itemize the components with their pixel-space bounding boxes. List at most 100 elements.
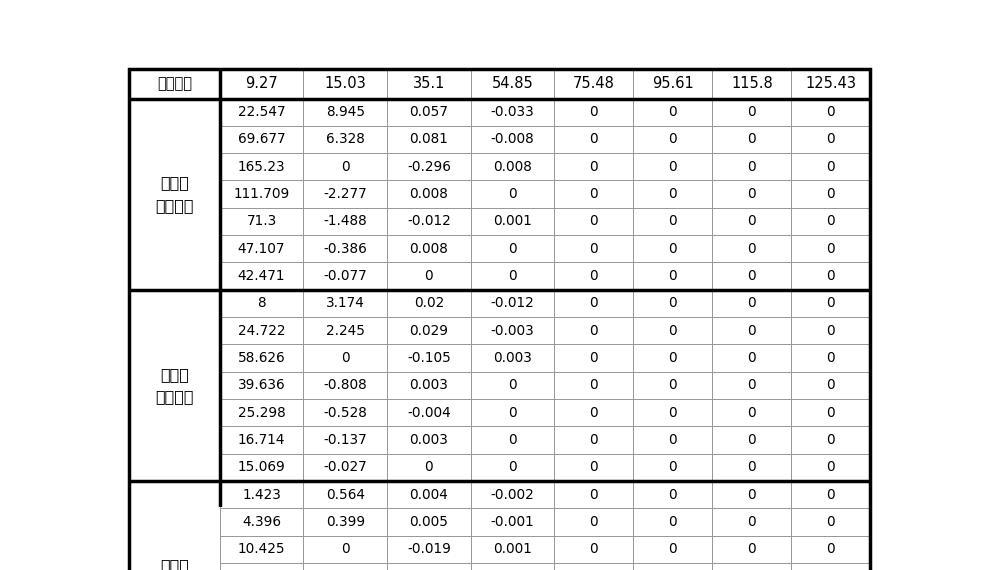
Text: 15.03: 15.03: [324, 76, 366, 91]
Text: 16.714: 16.714: [238, 433, 285, 447]
Text: 35.1: 35.1: [413, 76, 445, 91]
Bar: [712, 290, 791, 317]
Text: 0: 0: [508, 460, 517, 474]
Bar: [712, 317, 791, 344]
Text: 0: 0: [669, 214, 677, 229]
Text: 0: 0: [748, 242, 756, 256]
Bar: [712, 454, 791, 481]
Text: -0.012: -0.012: [491, 296, 534, 311]
Text: 0: 0: [508, 378, 517, 392]
Bar: [471, 372, 554, 399]
Text: 0: 0: [827, 296, 835, 311]
Bar: [633, 99, 712, 126]
Text: 0.399: 0.399: [326, 515, 365, 529]
Text: 9.27: 9.27: [245, 76, 278, 91]
Bar: [303, 262, 387, 290]
Text: -0.027: -0.027: [323, 460, 367, 474]
Bar: [633, 426, 712, 454]
Text: 0: 0: [748, 214, 756, 229]
Text: 0: 0: [669, 160, 677, 174]
Text: 0: 0: [827, 269, 835, 283]
Text: 0: 0: [748, 460, 756, 474]
Bar: [220, 262, 303, 290]
Bar: [129, 481, 220, 570]
Text: 0: 0: [590, 351, 598, 365]
Bar: [220, 126, 303, 153]
Bar: [220, 563, 303, 570]
Text: 0: 0: [827, 132, 835, 146]
Text: 0: 0: [669, 269, 677, 283]
Text: -0.105: -0.105: [407, 351, 451, 365]
Text: 0: 0: [827, 542, 835, 556]
Text: 0.001: 0.001: [493, 214, 532, 229]
Bar: [471, 536, 554, 563]
Bar: [554, 508, 633, 536]
Bar: [220, 481, 303, 508]
Text: 165.23: 165.23: [238, 160, 285, 174]
Text: 0: 0: [669, 487, 677, 502]
Bar: [791, 426, 870, 454]
Text: 3.174: 3.174: [326, 296, 365, 311]
Text: -0.033: -0.033: [491, 105, 534, 119]
Bar: [554, 70, 633, 99]
Bar: [791, 481, 870, 508]
Text: 0: 0: [590, 296, 598, 311]
Text: 0: 0: [827, 214, 835, 229]
Text: 0: 0: [425, 460, 433, 474]
Text: 0: 0: [748, 160, 756, 174]
Text: 10.425: 10.425: [238, 542, 285, 556]
Bar: [633, 262, 712, 290]
Text: 42.471: 42.471: [238, 269, 285, 283]
Text: 47.107: 47.107: [238, 242, 285, 256]
Bar: [387, 235, 471, 262]
Bar: [303, 426, 387, 454]
Bar: [387, 181, 471, 208]
Bar: [220, 235, 303, 262]
Bar: [220, 399, 303, 426]
Text: 0: 0: [590, 324, 598, 337]
Text: -2.277: -2.277: [323, 187, 367, 201]
Bar: [633, 454, 712, 481]
Text: 0: 0: [827, 160, 835, 174]
Bar: [554, 99, 633, 126]
Bar: [554, 454, 633, 481]
Bar: [387, 208, 471, 235]
Text: 71.3: 71.3: [246, 214, 277, 229]
Bar: [712, 372, 791, 399]
Bar: [712, 481, 791, 508]
Bar: [220, 536, 303, 563]
Text: 0: 0: [827, 324, 835, 337]
Bar: [387, 454, 471, 481]
Text: 75.48: 75.48: [573, 76, 615, 91]
Bar: [471, 290, 554, 317]
Bar: [712, 181, 791, 208]
Bar: [791, 563, 870, 570]
Bar: [712, 126, 791, 153]
Bar: [633, 372, 712, 399]
Bar: [471, 235, 554, 262]
Bar: [303, 290, 387, 317]
Text: 0: 0: [590, 105, 598, 119]
Text: 0: 0: [590, 187, 598, 201]
Bar: [303, 536, 387, 563]
Bar: [554, 290, 633, 317]
Bar: [791, 372, 870, 399]
Text: 0: 0: [669, 105, 677, 119]
Bar: [633, 481, 712, 508]
Bar: [554, 235, 633, 262]
Text: 0.008: 0.008: [409, 242, 448, 256]
Text: 0: 0: [590, 269, 598, 283]
Text: 0: 0: [590, 542, 598, 556]
Text: 0: 0: [508, 242, 517, 256]
Text: -0.137: -0.137: [323, 433, 367, 447]
Text: -0.008: -0.008: [491, 132, 534, 146]
Bar: [471, 317, 554, 344]
Text: 0: 0: [748, 406, 756, 420]
Bar: [303, 454, 387, 481]
Bar: [712, 208, 791, 235]
Text: -1.488: -1.488: [323, 214, 367, 229]
Text: 0: 0: [669, 515, 677, 529]
Bar: [387, 399, 471, 426]
Bar: [220, 372, 303, 399]
Bar: [471, 344, 554, 372]
